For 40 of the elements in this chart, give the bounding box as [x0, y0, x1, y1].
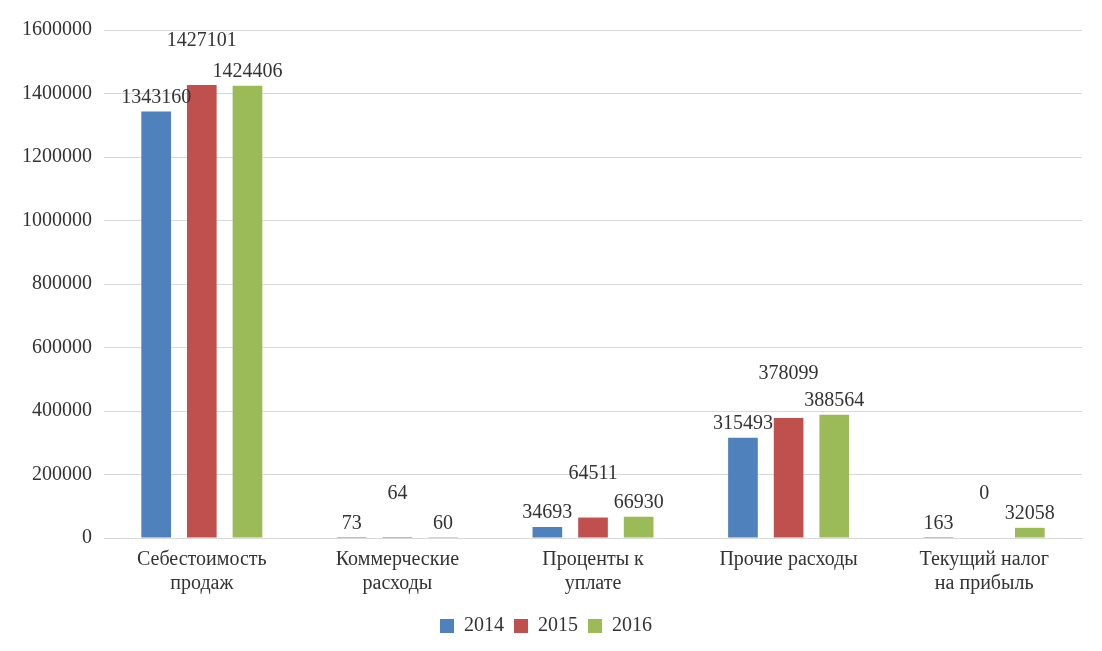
data-label: 60 [433, 511, 454, 534]
data-label: 388564 [804, 387, 865, 410]
bar [728, 437, 758, 538]
data-label: 66930 [613, 490, 664, 512]
legend-label: 2015 [538, 613, 578, 636]
bar [578, 517, 608, 538]
y-tick-label: 200000 [32, 461, 92, 484]
data-label: 1427101 [166, 28, 237, 51]
bar [532, 526, 563, 538]
y-tick-label: 600000 [32, 334, 92, 357]
y-tick-label: 400000 [32, 398, 92, 421]
data-label: 163 [923, 511, 954, 534]
x-tick-label: Текущий налог на прибыль [919, 547, 1049, 595]
legend-label: 2016 [612, 613, 652, 636]
bar [819, 414, 850, 538]
bar [141, 111, 171, 538]
y-tick-label: 1000000 [22, 207, 92, 230]
x-tick-label: Проценты к уплате [542, 547, 645, 595]
x-tick-label: Коммерческие расходы [335, 547, 460, 595]
data-label: 34693 [522, 500, 573, 523]
data-label: 315493 [712, 411, 773, 434]
bar [1015, 527, 1045, 538]
y-tick-label: 0 [82, 525, 92, 548]
y-tick-label: 1400000 [22, 80, 92, 103]
y-tick-label: 800000 [32, 271, 92, 294]
data-label: 64511 [568, 460, 618, 483]
x-tick-label: Прочие расходы [719, 547, 858, 571]
x-tick-label: Себестоимость продаж [136, 547, 267, 595]
legend-label: 2014 [464, 613, 504, 636]
data-label: 1424406 [212, 59, 283, 81]
data-label: 378099 [758, 361, 819, 384]
bar [773, 417, 804, 538]
bar [623, 516, 654, 538]
data-label: 0 [979, 481, 990, 504]
data-label: 32058 [1004, 501, 1055, 524]
y-tick-label: 1600000 [22, 17, 92, 40]
y-tick-label: 1200000 [22, 144, 92, 167]
bar [232, 85, 263, 538]
data-label: 64 [387, 481, 408, 504]
data-label: 73 [341, 511, 362, 534]
